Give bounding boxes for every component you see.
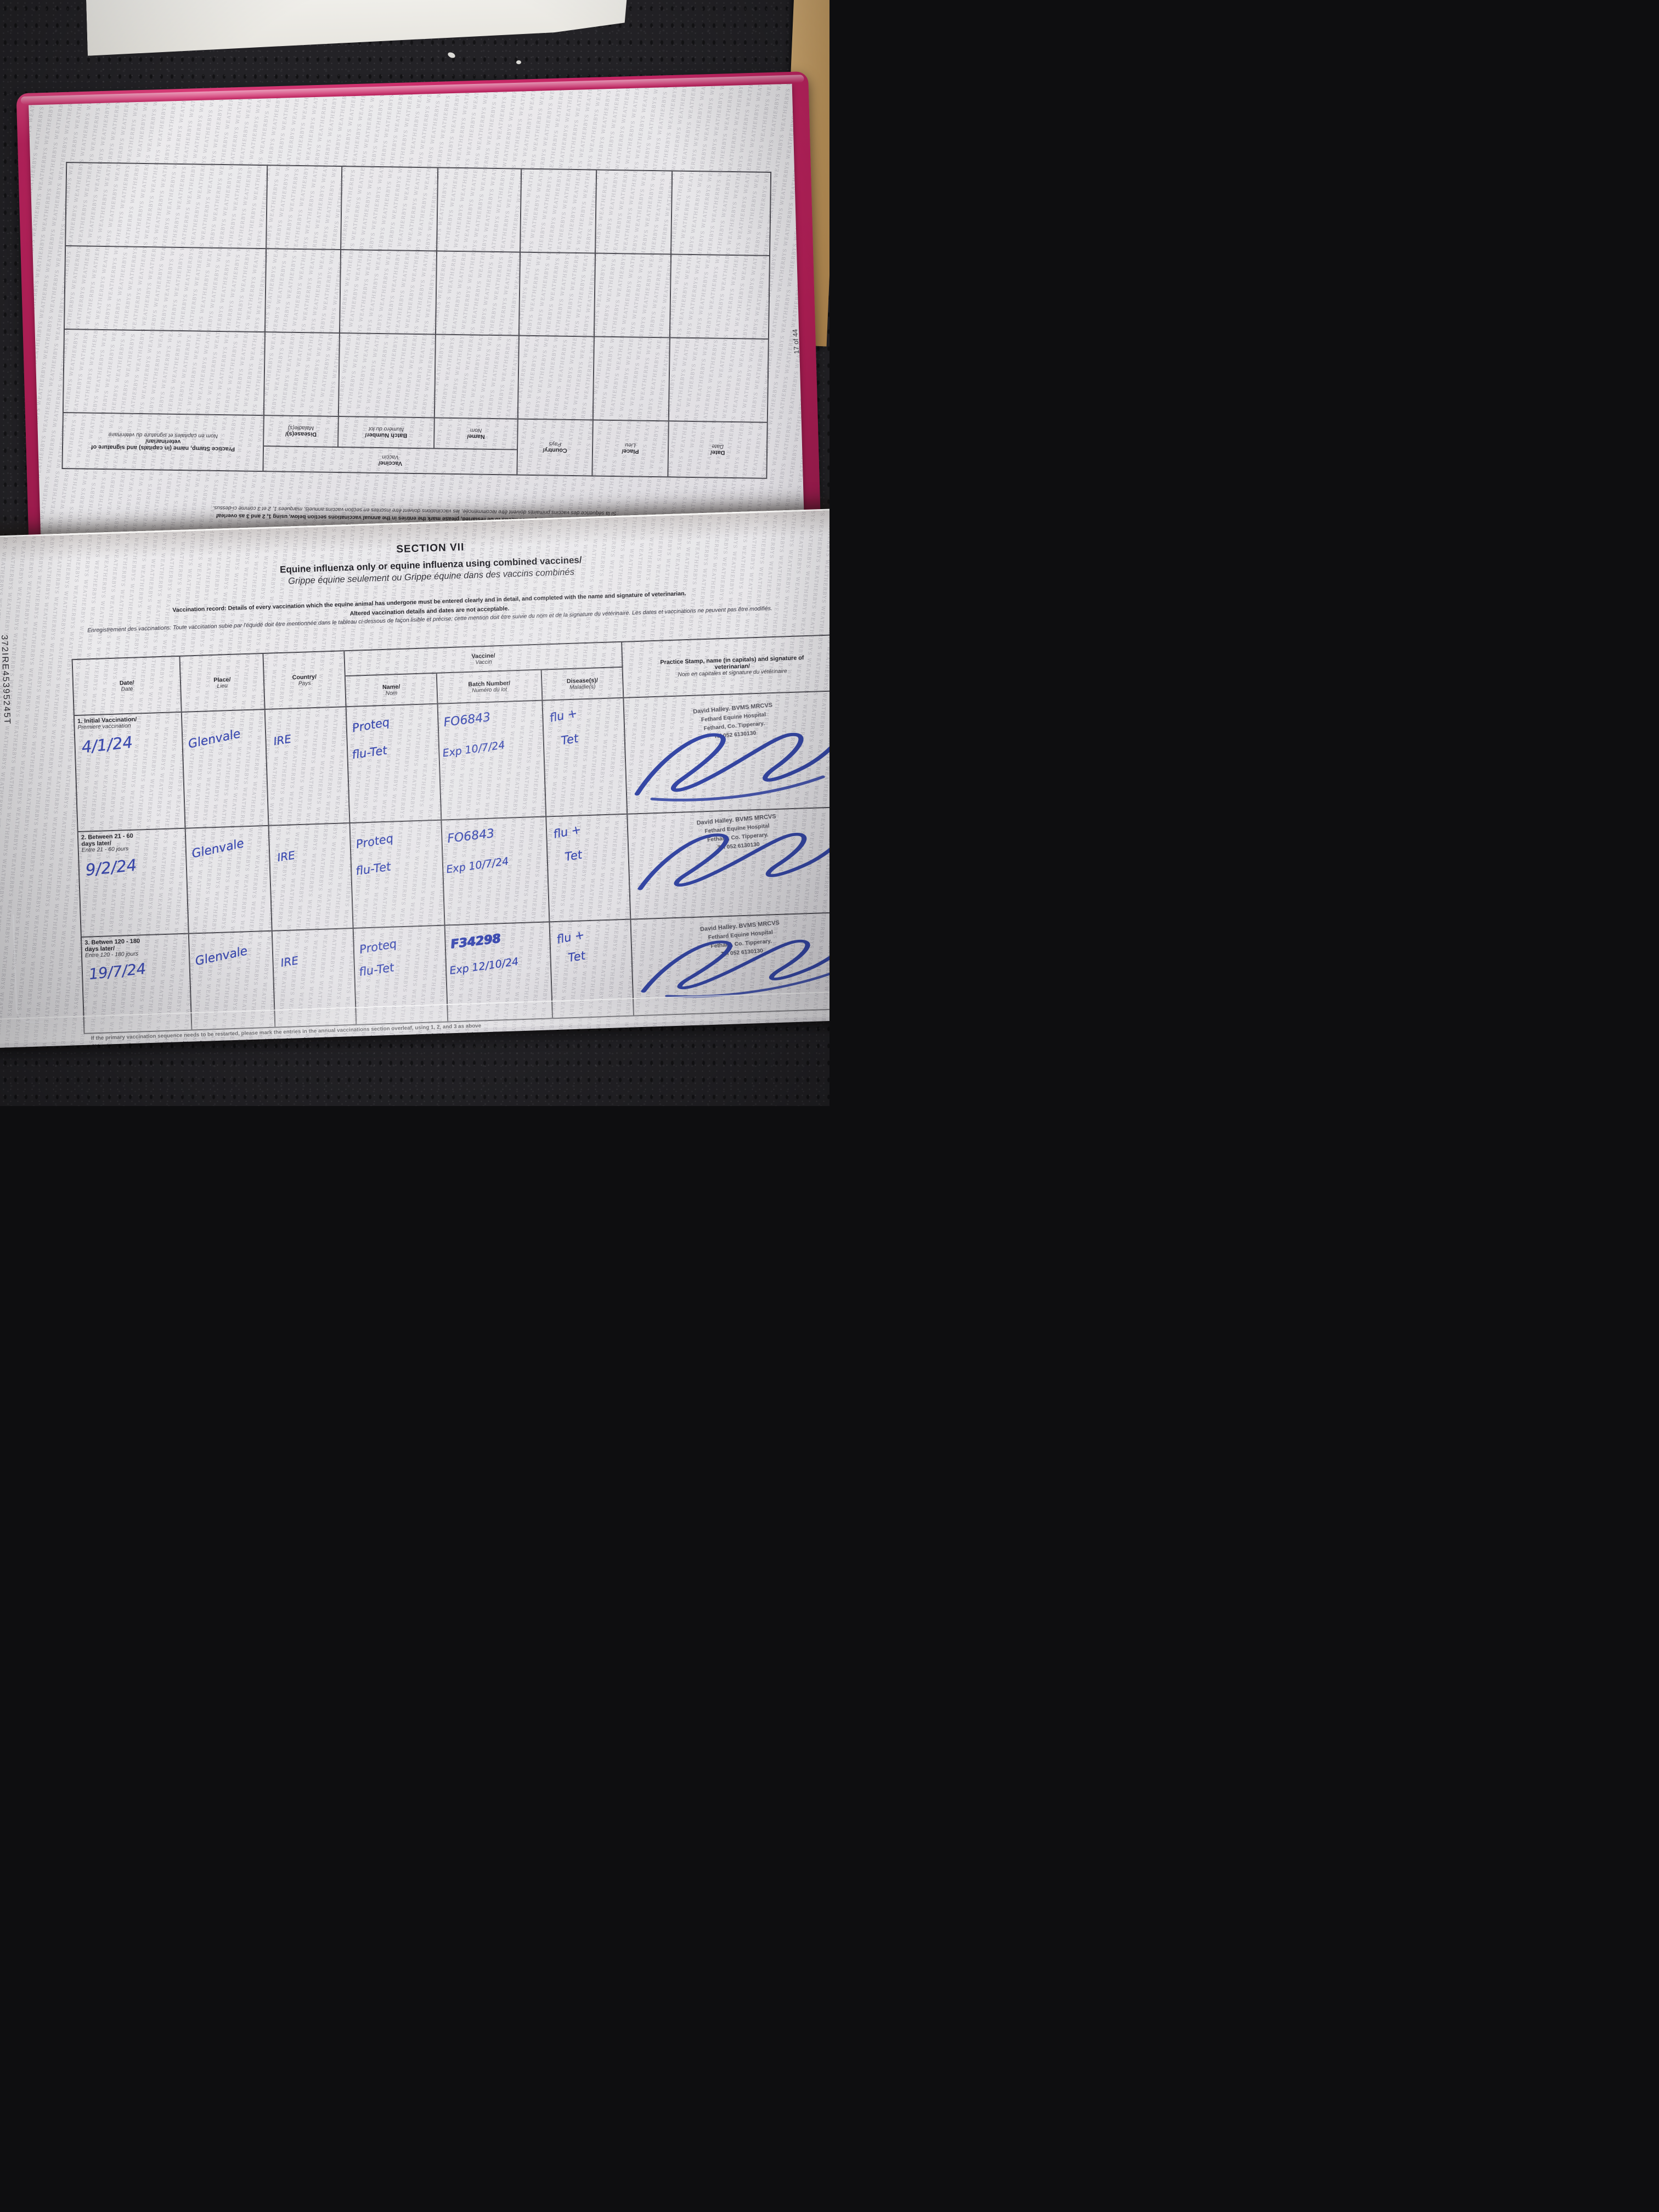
photo-canvas: WEATHERBYS WEATHERBYS WEATHERBYS WEATHER… bbox=[0, 0, 830, 1106]
top-page-annual-vaccinations: WEATHERBYS WEATHERBYS WEATHERBYS WEATHER… bbox=[29, 83, 805, 582]
empty-cell bbox=[435, 251, 521, 336]
influenza-vaccination-table: Date/ Date Place/ Lieu Country/ Pays Vac… bbox=[71, 634, 830, 1034]
annual-vaccinations-table: Date/ Date Place/ Lieu Country/ Pays Vac… bbox=[61, 162, 772, 479]
col-header-place: Place/ Lieu bbox=[591, 420, 669, 477]
veterinarian-signature bbox=[625, 716, 830, 806]
row1-stamp-cell: David Halley. BVMS MRCVS Fethard Equine … bbox=[623, 690, 830, 814]
empty-cell bbox=[594, 253, 672, 338]
plastic-sheen bbox=[0, 509, 830, 1048]
col-header-disease: Disease(s)/ Maladie(s) bbox=[263, 415, 338, 448]
paper-crumb bbox=[516, 60, 521, 64]
empty-cell bbox=[434, 334, 520, 419]
empty-cell bbox=[670, 254, 770, 339]
empty-cell bbox=[63, 329, 265, 416]
empty-cell bbox=[520, 168, 596, 253]
col-header-date: Date/ Date bbox=[668, 421, 768, 478]
col-header-batch: Batch Number/ Numéro du lot bbox=[338, 416, 435, 449]
col-header-vaccine: Vaccine/ Vaccin bbox=[263, 446, 518, 475]
empty-cell bbox=[592, 336, 670, 421]
col-header-stamp: Practice Stamp, name (in capitals) and s… bbox=[62, 413, 264, 472]
plastic-sleeve-corner bbox=[12, 913, 43, 1024]
veterinarian-signature bbox=[632, 926, 830, 1002]
empty-cell bbox=[263, 332, 340, 417]
veterinarian-signature bbox=[628, 818, 830, 900]
empty-cell bbox=[64, 246, 267, 332]
empty-cell bbox=[266, 165, 342, 250]
empty-cell bbox=[341, 166, 438, 251]
col-header-name: Name/ Nom bbox=[433, 417, 518, 450]
empty-cell bbox=[518, 335, 594, 420]
empty-cell bbox=[338, 333, 436, 418]
empty-cell bbox=[669, 337, 769, 422]
empty-cell bbox=[436, 167, 522, 252]
row3-stamp-cell: David Halley. BVMS MRCVS Fethard Equine … bbox=[630, 912, 830, 1016]
col-header-country: Country/ Pays bbox=[517, 419, 593, 476]
empty-cell bbox=[264, 249, 341, 334]
empty-cell bbox=[671, 171, 771, 256]
empty-cell bbox=[340, 250, 437, 335]
empty-cell bbox=[519, 252, 595, 337]
row2-stamp-cell: David Halley. BVMS MRCVS Fethard Equine … bbox=[627, 806, 830, 919]
empty-cell bbox=[65, 162, 268, 249]
bottom-page-section-vii: WEATHERBYS WEATHERBYS WEATHERBYS WEATHER… bbox=[0, 507, 830, 1048]
empty-cell bbox=[595, 170, 673, 255]
